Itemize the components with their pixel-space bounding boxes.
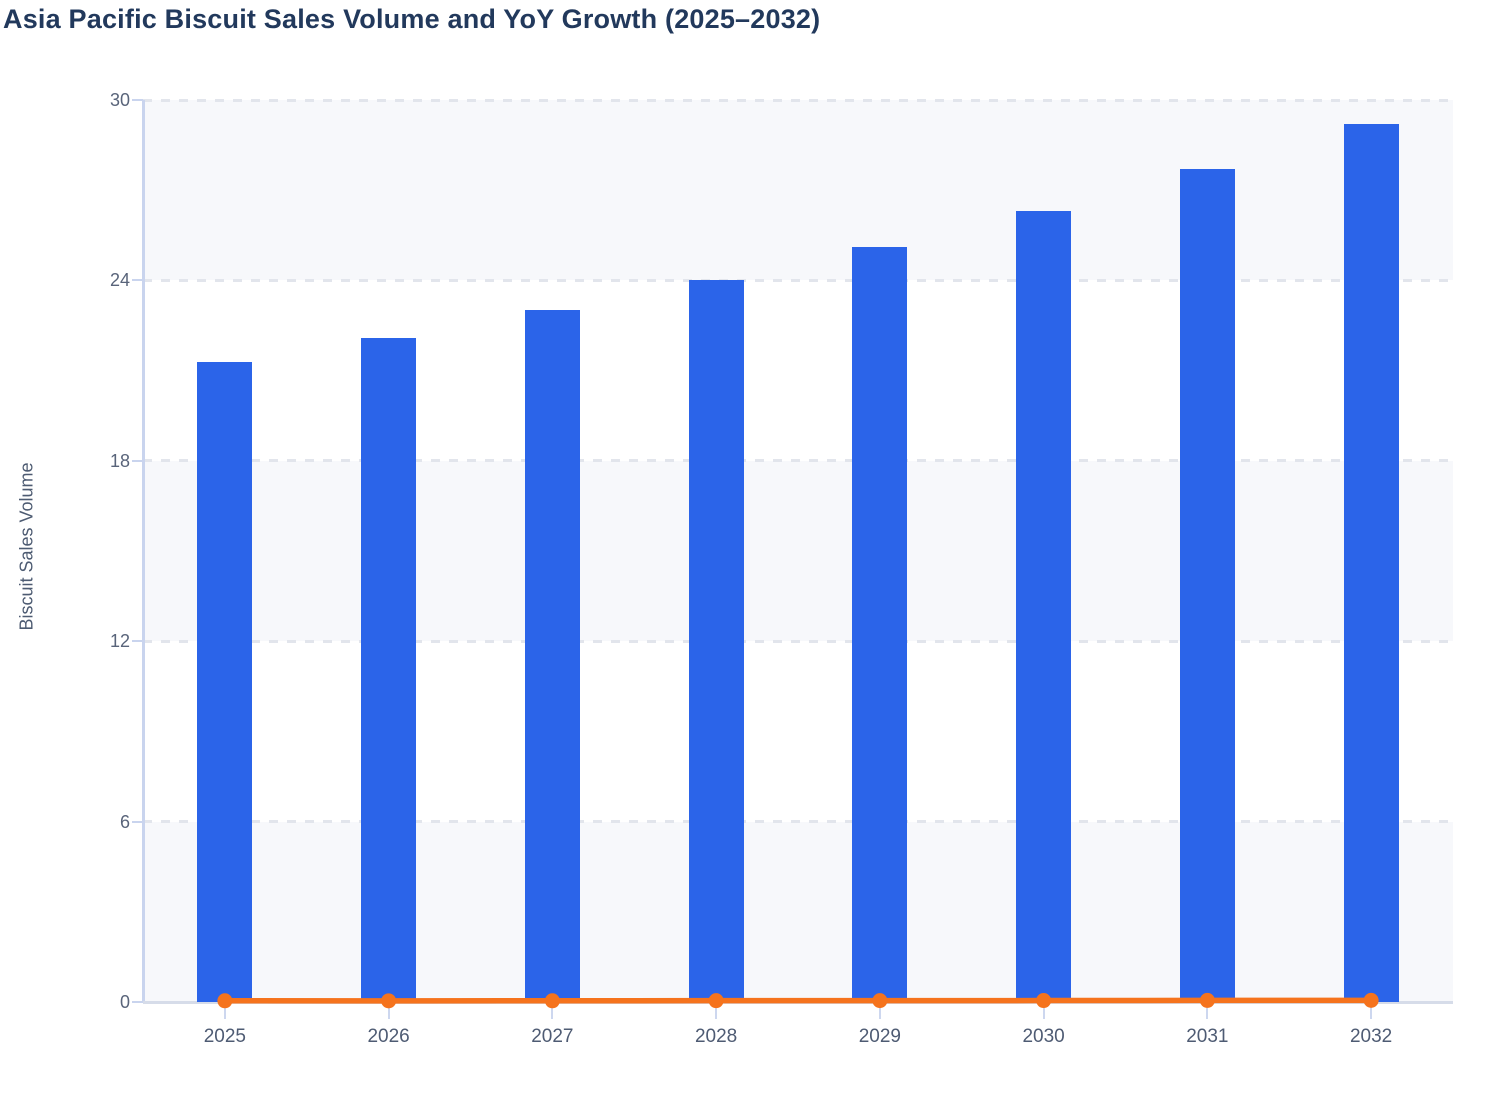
chart-title: Asia Pacific Biscuit Sales Volume and Yo… xyxy=(3,4,821,34)
bar-2026[interactable] xyxy=(361,337,417,1002)
y-tick-label-12: 12 xyxy=(109,631,130,652)
x-tick-label-2027: 2027 xyxy=(531,1026,574,1047)
y-tick-label-0: 0 xyxy=(119,992,130,1012)
y-tick-mark-6 xyxy=(132,820,143,823)
x-tick-mark-2028 xyxy=(715,1007,718,1019)
x-tick-mark-2031 xyxy=(1206,1007,1209,1019)
gridline-y-30 xyxy=(143,98,1453,102)
bar-2025[interactable] xyxy=(197,361,253,1002)
x-tick-mark-2032 xyxy=(1370,1007,1373,1019)
x-tick-label-2032: 2032 xyxy=(1349,1026,1393,1047)
gridline-y-12 xyxy=(143,639,1453,643)
x-tick-mark-2029 xyxy=(878,1007,881,1019)
bar-2031[interactable] xyxy=(1179,169,1235,1002)
bar-2028[interactable] xyxy=(688,280,744,1002)
plot-band xyxy=(143,821,1453,1002)
y-axis-line xyxy=(142,100,145,1002)
y-tick-mark-12 xyxy=(132,640,143,643)
gridline-y-24 xyxy=(143,278,1453,282)
gridline-y-18 xyxy=(143,459,1453,463)
x-tick-label-2031: 2031 xyxy=(1186,1026,1229,1047)
y-tick-mark-24 xyxy=(132,279,143,282)
bar-2030[interactable] xyxy=(1016,211,1072,1002)
x-tick-label-2026: 2026 xyxy=(367,1026,410,1047)
x-axis-zero-line xyxy=(143,1001,1453,1004)
plot-band xyxy=(143,100,1453,281)
x-tick-label-2030: 2030 xyxy=(1022,1026,1065,1047)
y-tick-mark-18 xyxy=(132,459,143,462)
x-tick-label-2025: 2025 xyxy=(203,1026,247,1047)
bar-2027[interactable] xyxy=(524,310,580,1002)
gridline-y-6 xyxy=(143,820,1453,824)
y-tick-label-18: 18 xyxy=(109,450,130,471)
y-tick-label-30: 30 xyxy=(109,90,130,110)
bar-2029[interactable] xyxy=(852,247,908,1002)
y-tick-label-24: 24 xyxy=(109,270,130,291)
y-tick-mark-30 xyxy=(132,99,143,101)
x-tick-mark-2030 xyxy=(1042,1007,1045,1019)
bar-2032[interactable] xyxy=(1343,124,1399,1002)
y-tick-label-6: 6 xyxy=(119,811,130,832)
x-tick-mark-2026 xyxy=(387,1007,390,1019)
x-tick-label-2028: 2028 xyxy=(694,1026,738,1047)
x-tick-label-2029: 2029 xyxy=(858,1026,902,1047)
plot-band xyxy=(143,460,1453,642)
y-tick-mark-0 xyxy=(132,1001,143,1003)
y-axis-title: Biscuit Sales Volume xyxy=(16,462,37,631)
x-tick-mark-2027 xyxy=(551,1007,554,1019)
x-tick-mark-2025 xyxy=(223,1007,226,1019)
